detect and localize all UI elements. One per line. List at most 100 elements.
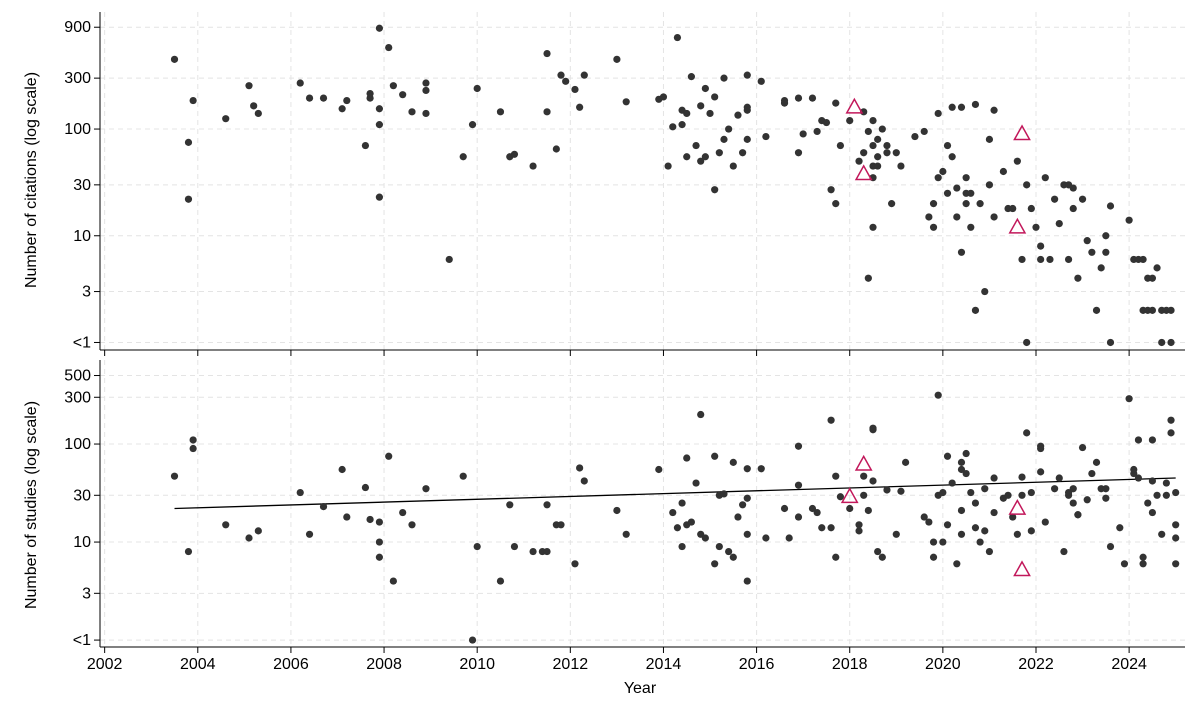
data-point (846, 504, 854, 513)
data-point (701, 84, 709, 93)
data-point (189, 444, 197, 453)
data-point (743, 577, 751, 585)
data-point (655, 465, 663, 474)
data-point (1078, 443, 1087, 452)
data-point (971, 499, 980, 507)
data-point (468, 121, 477, 129)
data-point (375, 121, 383, 129)
data-point (962, 174, 970, 182)
data-point (864, 274, 872, 282)
data-point (920, 513, 928, 521)
data-point (184, 547, 193, 556)
data-point (669, 508, 677, 517)
data-point (715, 149, 723, 157)
data-point (869, 141, 877, 150)
data-point (934, 391, 942, 399)
data-point (883, 149, 891, 157)
data-point (659, 93, 668, 101)
data-point (1116, 524, 1124, 532)
data-point (1027, 204, 1035, 213)
data-point (762, 132, 770, 141)
data-point (1078, 195, 1087, 203)
data-point (250, 102, 258, 110)
data-point (813, 127, 821, 136)
y-tick-label: 3 (82, 585, 91, 602)
data-point (673, 524, 682, 532)
data-point (720, 490, 728, 498)
data-point (883, 486, 891, 494)
data-point (1139, 560, 1147, 568)
data-point (939, 167, 947, 176)
data-point (729, 553, 737, 561)
data-point (957, 465, 966, 474)
y-tick-label: 3 (82, 284, 91, 301)
data-point (1064, 255, 1073, 264)
data-point (725, 547, 733, 556)
y-axis-title: Number of studies (log scale) (23, 401, 40, 609)
data-point (888, 200, 896, 208)
data-point (222, 521, 230, 529)
data-point (967, 488, 975, 497)
data-point (375, 105, 383, 113)
data-point (1018, 491, 1026, 499)
data-point (869, 223, 877, 231)
data-point (832, 472, 840, 480)
data-point (622, 98, 630, 106)
data-point (683, 109, 691, 118)
data-point (343, 513, 351, 521)
data-point (832, 99, 840, 107)
data-point (529, 162, 537, 170)
highlight-triangle-point (854, 164, 873, 181)
data-point (1148, 508, 1157, 517)
x-tick-label: 2016 (739, 656, 775, 673)
data-point (1153, 491, 1161, 499)
data-point (957, 458, 966, 466)
x-tick-label: 2022 (1018, 656, 1054, 673)
data-point (1167, 306, 1175, 314)
data-point (1069, 485, 1077, 493)
data-point (399, 91, 407, 99)
data-point (943, 189, 952, 197)
data-point (338, 465, 346, 474)
data-point (338, 105, 346, 113)
data-point (571, 85, 579, 94)
data-point (1167, 416, 1175, 424)
data-point (1083, 496, 1091, 504)
data-point (543, 547, 551, 556)
data-point (943, 521, 952, 529)
data-point (1083, 237, 1091, 245)
data-point (399, 508, 407, 517)
data-point (1172, 488, 1180, 497)
x-tick-label: 2004 (180, 656, 216, 673)
data-point (869, 117, 877, 125)
data-point (967, 223, 975, 231)
data-point (1069, 184, 1077, 192)
data-point (939, 488, 947, 497)
x-tick-label: 2024 (1111, 656, 1147, 673)
data-point (743, 71, 751, 79)
data-point (1088, 248, 1096, 256)
highlight-triangle-point (840, 487, 859, 504)
data-point (948, 103, 956, 111)
data-point (953, 184, 961, 192)
data-point (254, 109, 262, 118)
data-point (739, 149, 747, 157)
data-point (296, 79, 304, 87)
data-point (697, 102, 705, 110)
y-tick-label: 10 (73, 228, 91, 245)
x-axis-title: Year (624, 680, 657, 697)
x-tick-label: 2012 (553, 656, 589, 673)
data-point (1148, 436, 1157, 444)
data-point (1023, 429, 1031, 437)
data-point (580, 477, 588, 485)
data-point (729, 458, 737, 466)
data-point (934, 109, 942, 118)
data-point (385, 43, 393, 52)
data-point (785, 534, 793, 542)
x-tick-label: 2020 (925, 656, 961, 673)
data-point (971, 306, 980, 314)
data-point (818, 524, 826, 532)
data-point (990, 474, 998, 482)
data-point (1041, 518, 1049, 526)
data-point (543, 108, 551, 116)
